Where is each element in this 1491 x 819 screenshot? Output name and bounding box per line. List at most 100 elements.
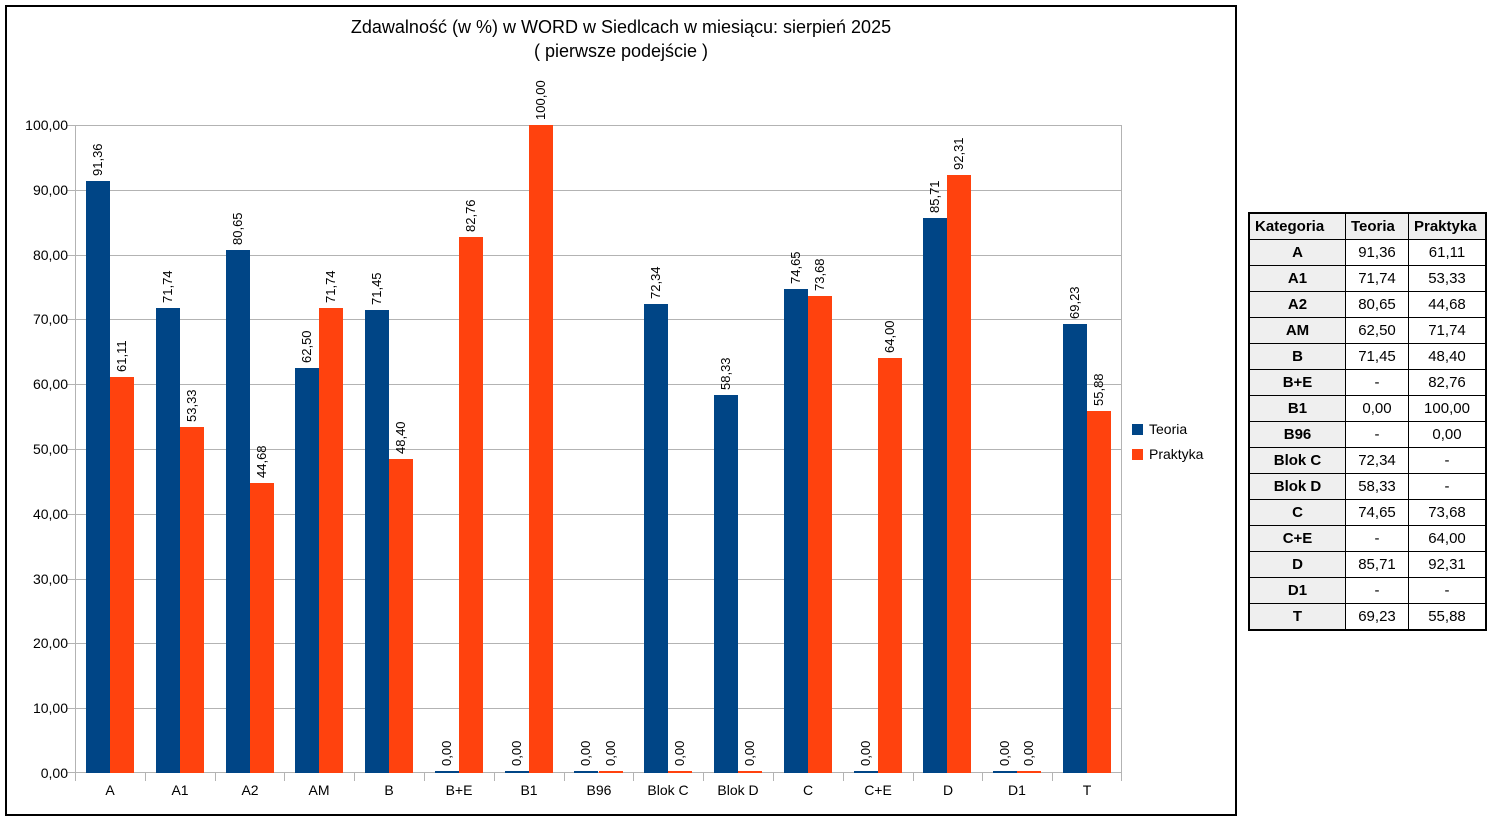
table-header-praktyka: Praktyka [1408,212,1487,240]
plot-right-border [1121,125,1122,773]
bar-praktyka-D [947,175,971,773]
table-row: A 91,36 61,11 [1248,239,1487,266]
table-cell-praktyka: 92,31 [1408,551,1487,578]
table-cell-kategoria: A1 [1248,265,1346,292]
table-cell-teoria: - [1345,421,1409,448]
table-row: D 85,71 92,31 [1248,551,1487,578]
table-cell-praktyka: - [1408,473,1487,500]
y-tick-label: 60,00 [32,376,68,392]
table-cell-praktyka: 0,00 [1408,421,1487,448]
table-header-teoria: Teoria [1345,212,1409,240]
table-cell-kategoria: B1 [1248,395,1346,422]
plot-area: 91,36 61,11 71,74 53,33 80,65 44,68 62,50 71,74… [67,80,1122,781]
bar-praktyka-C [808,296,832,773]
x-tick-label-D1: D1 [1008,782,1026,798]
bar-praktyka-T [1087,411,1111,773]
y-axis-tick [67,708,76,709]
x-axis-tick [843,773,844,781]
table-cell-kategoria: D [1248,551,1346,578]
y-tick-label: 50,00 [32,441,68,457]
bar-teoria-C+E [854,771,878,773]
x-axis-tick [913,773,914,781]
x-tick-label-C+E: C+E [864,782,892,798]
bar-value-label: 85,71 [927,180,942,213]
table-row: Blok D 58,33- [1248,473,1487,500]
bar-value-label: 91,36 [90,143,105,176]
table-cell-teoria: - [1345,525,1409,552]
bar-praktyka-A [110,377,134,773]
x-axis-tick [284,773,285,781]
x-tick-label-C: C [802,782,814,798]
x-tick-label-B: B [384,782,394,798]
x-axis-tick [215,773,216,781]
table-cell-praktyka: 71,74 [1408,317,1487,344]
table-cell-teoria: 80,65 [1345,291,1409,318]
x-tick-label-B96: B96 [586,782,612,798]
legend-label-praktyka: Praktyka [1149,446,1204,462]
table-cell-kategoria: AM [1248,317,1346,344]
bar-value-label: 48,40 [393,421,408,454]
y-tick-label: 80,00 [32,247,68,263]
bar-teoria-C [784,289,808,773]
y-axis-tick [67,319,76,320]
table-cell-praktyka: 55,88 [1408,603,1487,631]
table-row: B1 0,00 100,00 [1248,395,1487,422]
legend-swatch-praktyka-icon [1132,448,1143,460]
y-axis-tick [67,643,76,644]
y-tick-label: 100,00 [25,117,68,133]
bar-teoria-A1 [156,308,180,773]
table-cell-kategoria: B96 [1248,421,1346,448]
y-tick-label: 30,00 [32,571,68,587]
y-tick-label: 0,00 [40,765,68,781]
gridline [75,190,1122,191]
table-cell-praktyka: 48,40 [1408,343,1487,370]
bar-teoria-Blok-C [644,304,668,773]
bar-value-label: 0,00 [672,740,687,766]
y-tick-label: 70,00 [32,311,68,327]
bar-teoria-B [365,310,389,773]
bar-value-label: 80,65 [230,212,245,245]
legend-item-teoria: Teoria [1132,421,1203,437]
table-cell-kategoria: B [1248,343,1346,370]
x-axis-tick [145,773,146,781]
bar-teoria-D1 [993,771,1017,773]
bar-teoria-B1 [505,771,529,773]
bar-value-label: 69,23 [1067,286,1082,319]
bar-value-label: 0,00 [509,740,524,766]
y-axis-tick [67,449,76,450]
x-tick-label-A: A [105,782,115,798]
gridline [75,384,1122,385]
table-cell-praktyka: 82,76 [1408,369,1487,396]
table-cell-kategoria: Blok C [1248,447,1346,474]
x-axis-tick [1052,773,1053,781]
y-axis-tick [67,190,76,191]
y-tick-label: 90,00 [32,182,68,198]
bar-praktyka-AM [319,308,343,773]
table-cell-praktyka: 73,68 [1408,499,1487,526]
bar-praktyka-B [389,459,413,773]
bar-teoria-B96 [574,771,598,773]
y-axis-tick [67,255,76,256]
gridline [75,319,1122,320]
bar-teoria-D [923,218,947,773]
table-row: Blok C 72,34- [1248,447,1487,474]
bar-value-label: 71,45 [369,272,384,305]
bar-praktyka-B1 [529,125,553,773]
bar-value-label: 0,00 [439,740,454,766]
bar-value-label: 44,68 [254,445,269,478]
x-axis-tick [633,773,634,781]
bar-value-label: 0,00 [1021,740,1036,766]
table-row: B96-0,00 [1248,421,1487,448]
table-cell-praktyka: - [1408,447,1487,474]
x-axis-tick [703,773,704,781]
bar-teoria-A2 [226,250,250,773]
table-cell-teoria: 58,33 [1345,473,1409,500]
table-cell-praktyka: - [1408,577,1487,604]
legend-swatch-teoria-icon [1132,423,1143,435]
bar-value-label: 71,74 [160,270,175,303]
legend-label-teoria: Teoria [1149,421,1188,437]
table-cell-praktyka: 61,11 [1408,239,1487,266]
x-tick-label-B1: B1 [520,782,538,798]
bar-value-label: 61,11 [114,340,129,372]
